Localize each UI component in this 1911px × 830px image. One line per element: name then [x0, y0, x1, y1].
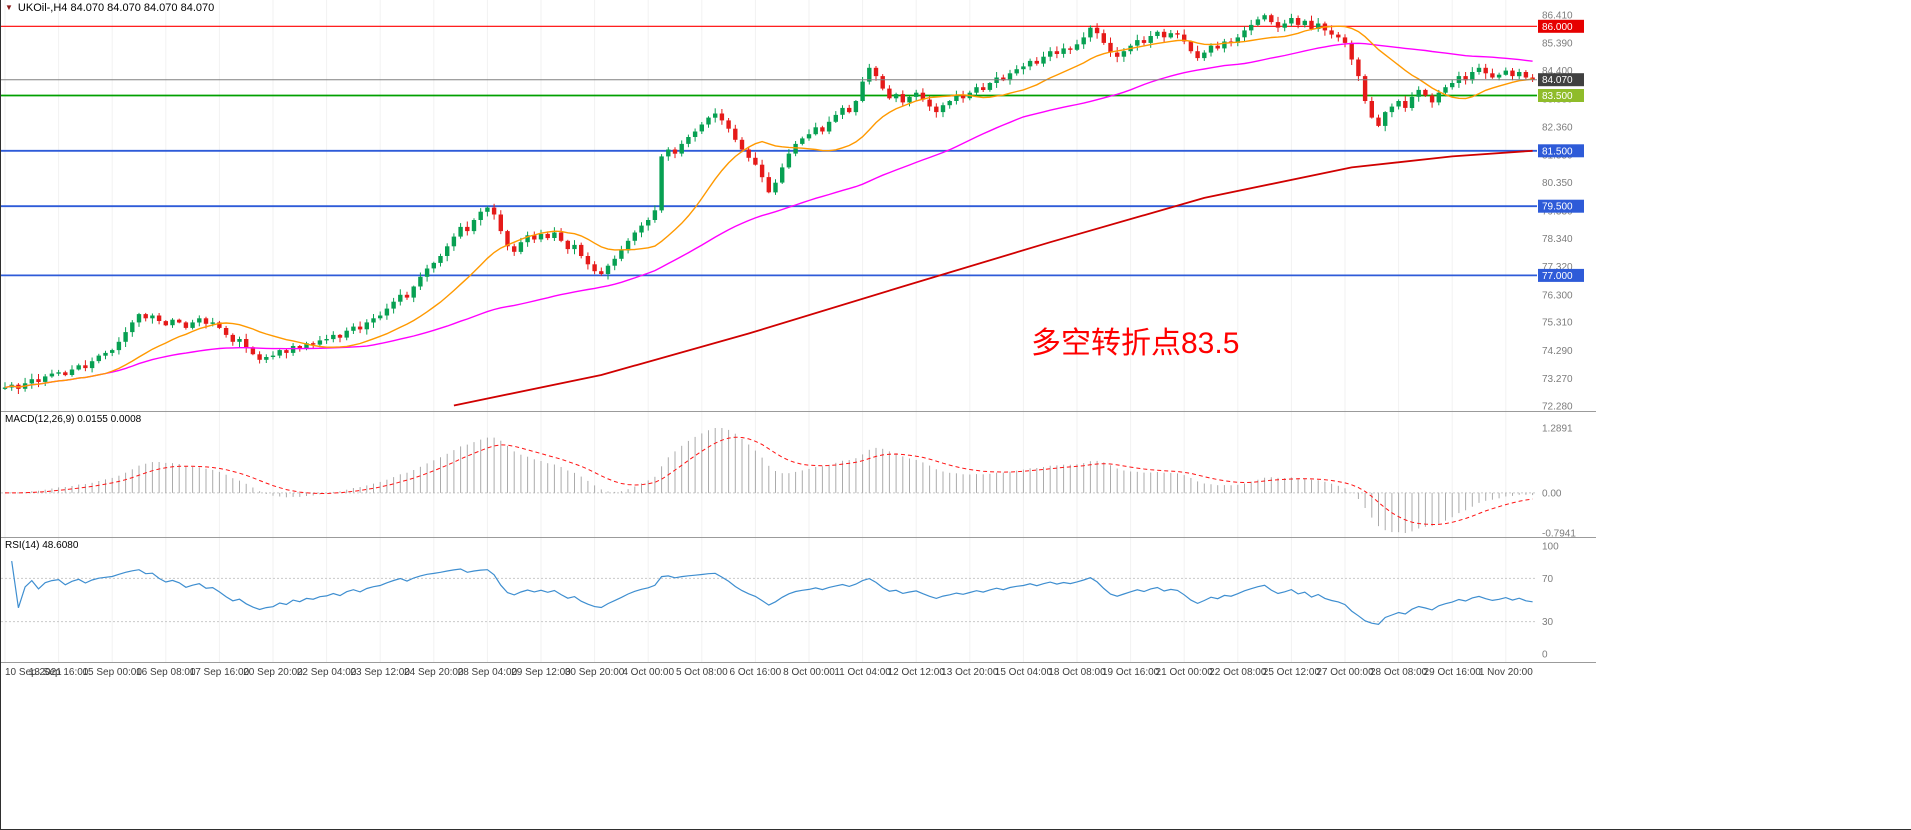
svg-text:0: 0	[1542, 650, 1548, 661]
time-axis-label: 8 Oct 00:00	[783, 667, 835, 678]
time-axis-label: 4 Oct 00:00	[622, 667, 675, 678]
price-tag	[1538, 73, 1584, 87]
price-chart-svg[interactable]: 86.41085.39084.40083.38082.36081.35080.3…	[1, 0, 1596, 411]
svg-text:78.340: 78.340	[1542, 234, 1573, 245]
svg-text:85.390: 85.390	[1542, 39, 1573, 50]
svg-text:30: 30	[1542, 617, 1554, 628]
time-axis-label: 11 Oct 04:00	[834, 667, 891, 678]
price-tag	[1538, 89, 1584, 102]
macd-pane[interactable]: 1.2891 0.00 -0.7941 MACD(12,26,9) 0.0155 0…	[1, 412, 1596, 538]
symbol-dropdown-icon[interactable]: ▼	[5, 3, 13, 12]
time-axis-label: 23 Sep 12:00	[350, 667, 410, 678]
time-axis-label: 29 Sep 12:00	[511, 667, 571, 678]
time-axis-label: 10 Sep 2021	[5, 667, 62, 678]
price-axis[interactable]: 86.41085.39084.40083.38082.36081.35080.3…	[1538, 10, 1584, 411]
macd-indicator-label: MACD(12,26,9) 0.0155 0.0008	[5, 414, 142, 425]
macd-signal-line	[5, 436, 1533, 526]
rsi-indicator-label: RSI(14) 48.6080	[5, 540, 79, 551]
svg-text:84.400: 84.400	[1542, 66, 1573, 77]
svg-text:86.000: 86.000	[1542, 22, 1573, 33]
rsi-pane[interactable]: 100 70 30 0 RSI(14) 48.6080	[1, 538, 1596, 663]
svg-text:100: 100	[1542, 542, 1559, 553]
svg-text:0.00: 0.00	[1542, 488, 1562, 499]
time-axis-label: 24 Sep 20:00	[404, 667, 464, 678]
svg-text:74.290: 74.290	[1542, 346, 1573, 357]
price-tag	[1538, 19, 1584, 33]
ma-mid-line	[4, 42, 1533, 389]
rsi-line	[11, 561, 1533, 625]
time-axis-label: 17 Sep 16:00	[189, 667, 250, 678]
rsi-chart-svg[interactable]: 100 70 30 0	[1, 538, 1596, 662]
time-axis-label: 22 Sep 04:00	[296, 667, 357, 678]
macd-histogram	[11, 428, 1534, 533]
svg-text:72.280: 72.280	[1542, 402, 1573, 412]
svg-text:86.410: 86.410	[1542, 10, 1573, 21]
time-axis-label: 28 Sep 04:00	[457, 667, 518, 678]
level-lines[interactable]	[1, 25, 1537, 277]
svg-text:77.000: 77.000	[1542, 271, 1573, 282]
time-axis-label: 27 Oct 00:00	[1316, 667, 1374, 678]
ma-slow-line	[453, 149, 1533, 407]
time-axis[interactable]: 10 Sep 2021 13 Sep 16:00 15 Sep 00:00 16 Se…	[1, 663, 1596, 685]
svg-text:84.070: 84.070	[1542, 75, 1573, 86]
time-axis-label: 20 Sep 20:00	[243, 667, 303, 678]
time-axis-label: 30 Sep 20:00	[564, 667, 625, 678]
time-axis-label: 28 Oct 08:00	[1369, 667, 1428, 678]
svg-text:79.500: 79.500	[1542, 202, 1573, 213]
chart-title: ▼ UKOil-,H4 84.070 84.070 84.070 84.070	[5, 2, 214, 14]
time-axis-label: 5 Oct 08:00	[675, 667, 728, 678]
rsi-axis[interactable]: 100 70 30 0	[1542, 542, 1559, 661]
time-axis-label: 19 Oct 16:00	[1101, 667, 1160, 678]
macd-chart-svg[interactable]: 1.2891 0.00 -0.7941	[1, 412, 1596, 537]
time-axis-label: 13 Oct 20:00	[941, 667, 999, 678]
time-axis-label: 12 Oct 12:00	[887, 667, 945, 678]
time-axis-label: 29 Oct 16:00	[1423, 667, 1481, 678]
svg-text:76.300: 76.300	[1542, 290, 1573, 301]
symbol-ohlc-title: UKOil-,H4 84.070 84.070 84.070 84.070	[17, 2, 215, 14]
svg-text:82.360: 82.360	[1542, 123, 1573, 134]
time-axis-label: 15 Sep 00:00	[82, 667, 142, 678]
macd-axis[interactable]: 1.2891 0.00 -0.7941	[1542, 424, 1576, 538]
price-pane[interactable]: 86.41085.39084.40083.38082.36081.35080.3…	[1, 0, 1596, 412]
time-axis-label: 13 Sep 16:00	[28, 667, 89, 678]
time-axis-label: 1 Nov 20:00	[1478, 667, 1533, 678]
svg-text:81.500: 81.500	[1542, 146, 1573, 157]
svg-text:83.500: 83.500	[1542, 91, 1573, 102]
price-tag	[1538, 199, 1584, 213]
annotation-text: 多空转折点83.5	[1031, 327, 1240, 360]
time-axis-label: 25 Oct 12:00	[1262, 667, 1321, 678]
candles	[2, 13, 1535, 394]
svg-text:80.350: 80.350	[1542, 178, 1573, 189]
time-axis-label: 6 Oct 16:00	[729, 667, 782, 678]
v-gridlines	[4, 538, 1507, 662]
svg-text:-0.7941: -0.7941	[1542, 529, 1576, 538]
price-tag	[1538, 268, 1584, 282]
time-axis-label: 15 Oct 04:00	[994, 667, 1053, 678]
time-axis-label: 16 Sep 08:00	[136, 667, 196, 678]
svg-text:1.2891: 1.2891	[1542, 424, 1573, 435]
svg-text:75.310: 75.310	[1542, 318, 1573, 329]
time-axis-label: 21 Oct 00:00	[1155, 667, 1213, 678]
svg-text:77.320: 77.320	[1542, 262, 1573, 273]
price-tag	[1538, 144, 1584, 158]
ma-fast-line	[4, 25, 1533, 389]
svg-text:70: 70	[1542, 574, 1554, 585]
time-axis-label: 22 Oct 08:00	[1209, 667, 1267, 678]
svg-text:73.270: 73.270	[1542, 374, 1573, 385]
time-axis-label: 18 Oct 08:00	[1048, 667, 1106, 678]
